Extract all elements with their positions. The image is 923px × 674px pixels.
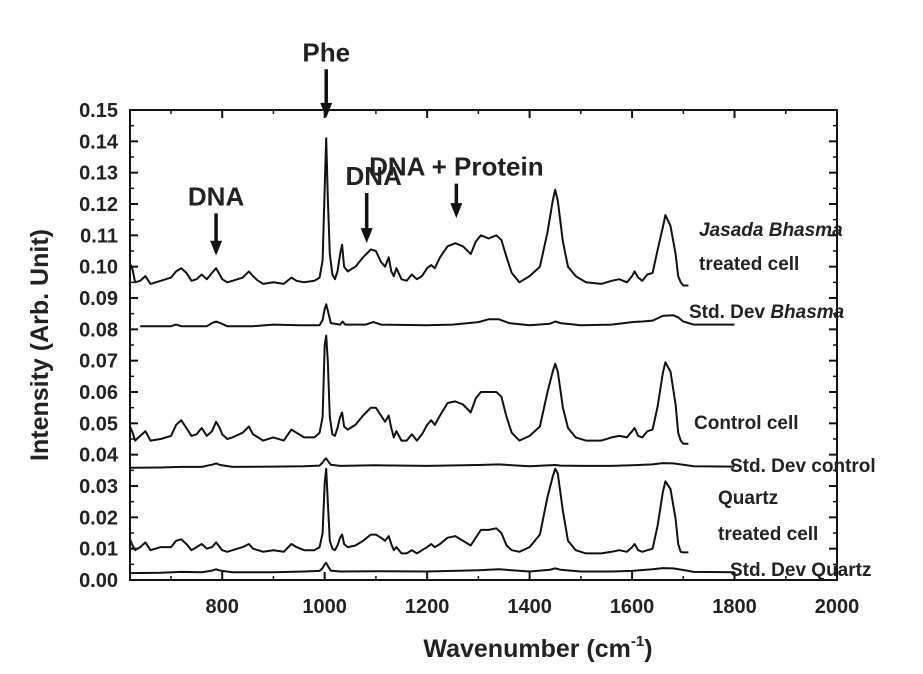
annotation-label: DNA — [346, 161, 403, 191]
annotation-label: DNA + Protein — [369, 152, 544, 182]
annotation-arrow-head — [210, 240, 223, 256]
series-label-0: treated cell — [699, 254, 799, 275]
series-line-0 — [129, 137, 689, 287]
series-label-1: Std. Dev Bhasma — [689, 302, 845, 323]
y-axis-title: Intensity (Arb. Unit) — [26, 229, 54, 461]
x-tick-label: 1200 — [405, 596, 450, 618]
y-tick-label: 0.14 — [79, 131, 119, 153]
series-label-segment: treated cell — [718, 524, 818, 545]
series-label-segment: Bhasma — [770, 302, 844, 323]
x-tick-label: 2000 — [815, 596, 860, 618]
series-label-2: Control cell — [694, 413, 799, 434]
series-line-1 — [140, 303, 735, 328]
x-tick-label: 1000 — [302, 596, 347, 618]
x-axis-title-sup: -1 — [631, 633, 644, 650]
series-labels-group: Jasada Bhasma treated cell Std. Dev Bhasma… — [689, 220, 876, 581]
series-line-2 — [129, 334, 689, 445]
annotation-label: DNA — [188, 181, 245, 211]
series-label-segment: Quartz — [718, 488, 778, 509]
series-label-segment: Jasada Bhasma — [699, 220, 843, 241]
y-tick-label: 0.08 — [79, 319, 118, 341]
y-tick-label: 0.03 — [79, 476, 118, 498]
ticks-group: 800 1000 1200 1400 1600 1800 2000 0.00 0.01 0.02 0… — [79, 100, 859, 618]
y-tick-label: 0.13 — [79, 163, 118, 185]
x-tick-label: 1600 — [610, 596, 655, 618]
y-tick-label: 0.07 — [79, 351, 118, 373]
x-axis-title-close: ) — [644, 635, 652, 663]
x-axis-title-main: Wavenumber (cm — [423, 635, 630, 663]
annotation-arrow-head — [360, 228, 373, 244]
y-tick-label: 0.11 — [80, 225, 118, 247]
y-tick-label: 0.09 — [79, 288, 118, 310]
series-label-4: Quartz — [718, 488, 778, 509]
series-label-segment: Std. Dev control — [730, 456, 876, 477]
x-tick-label: 800 — [206, 596, 239, 618]
series-label-segment: Std. Dev — [689, 302, 770, 323]
series-label-segment: treated cell — [699, 254, 799, 275]
series-group — [129, 137, 735, 575]
annotation-arrow-head — [320, 102, 333, 118]
series-line-3 — [129, 457, 735, 469]
x-tick-label: 1400 — [507, 596, 552, 618]
series-label-segment: Std. Dev Quartz — [730, 560, 871, 581]
y-tick-label: 0.10 — [79, 257, 118, 279]
y-tick-label: 0.06 — [79, 382, 118, 404]
y-tick-label: 0.15 — [79, 100, 118, 122]
series-line-4 — [129, 467, 689, 555]
series-label-segment: Control cell — [694, 413, 799, 434]
x-axis-title: Wavenumber (cm-1) — [423, 633, 652, 663]
y-tick-label: 0.00 — [79, 570, 118, 592]
y-tick-label: 0.04 — [79, 445, 119, 467]
series-label-4: treated cell — [718, 524, 818, 545]
series-label-5: Std. Dev Quartz — [730, 560, 871, 581]
y-tick-label: 0.02 — [79, 507, 118, 529]
series-label-3: Std. Dev control — [730, 456, 876, 477]
annotation-label: Phe — [302, 37, 350, 67]
y-tick-label: 0.05 — [79, 413, 118, 435]
y-tick-label: 0.01 — [79, 539, 118, 561]
series-line-5 — [129, 561, 735, 575]
y-tick-label: 0.12 — [79, 194, 118, 216]
x-tick-label: 1800 — [712, 596, 757, 618]
annotation-arrow-head — [450, 203, 463, 219]
series-label-0: Jasada Bhasma — [699, 220, 843, 241]
